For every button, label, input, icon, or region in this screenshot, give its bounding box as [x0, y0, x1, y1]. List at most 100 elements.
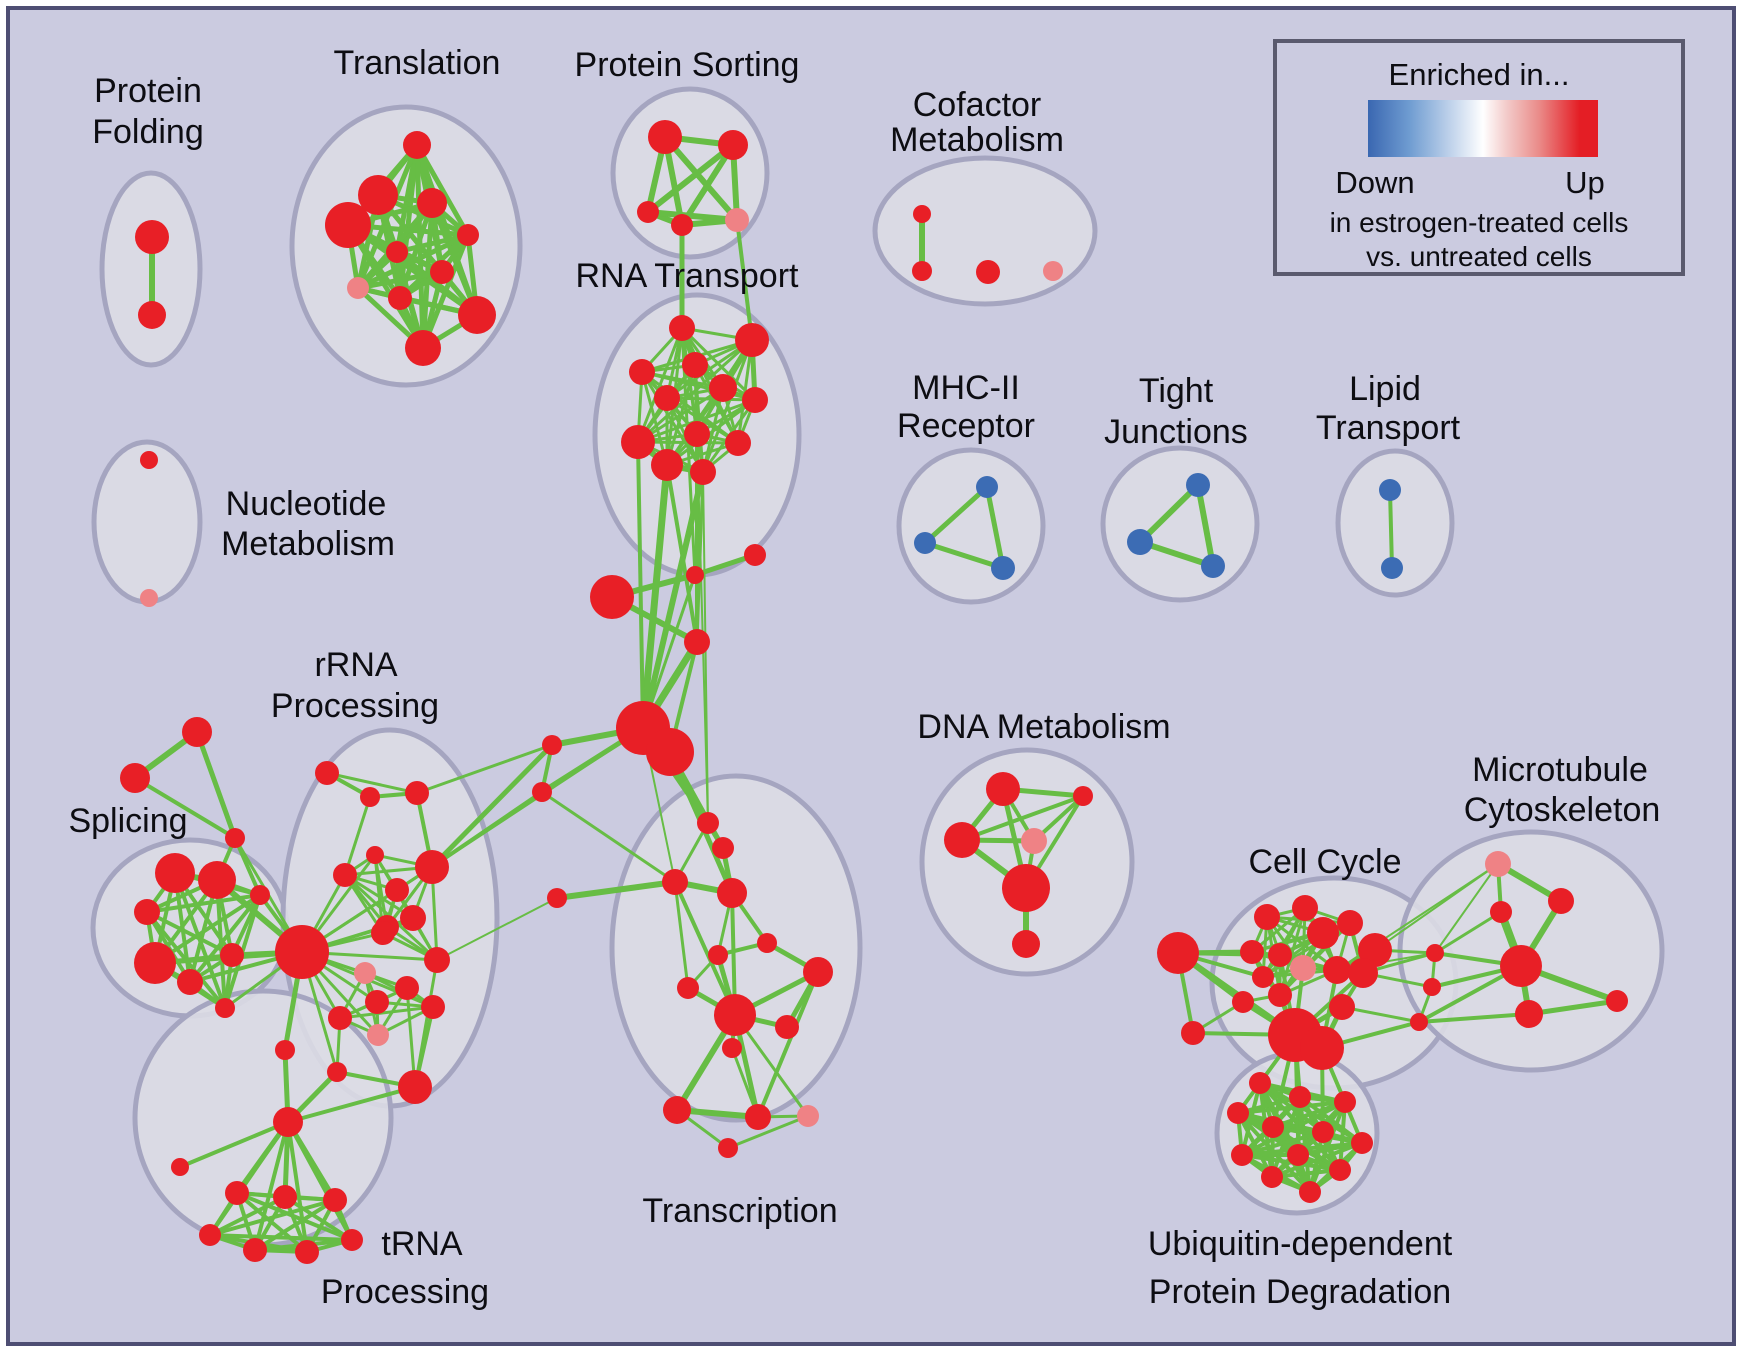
- edge: [178, 1120, 290, 1169]
- cluster-microtubule-cytoskeleton-label-1: Cytoskeleton: [1464, 791, 1661, 829]
- node-protein-sorting-1: [718, 130, 748, 160]
- node-rrna-processing-20: [275, 925, 329, 979]
- node-connectors-5: [646, 728, 694, 776]
- cluster-mhc-ii-receptor-label-1: Receptor: [897, 407, 1035, 445]
- edge: [133, 776, 237, 840]
- node-rna-transport-6: [742, 387, 768, 413]
- node-microtubule-cytoskeleton-0: [1485, 851, 1511, 877]
- edge: [665, 463, 699, 644]
- node-translation-7: [347, 277, 369, 299]
- node-translation-9: [458, 296, 496, 334]
- node-cell-cycle-1: [1254, 904, 1280, 930]
- node-microtubule-cytoskeleton-5: [1606, 990, 1628, 1012]
- node-trna-processing-7: [295, 1240, 319, 1264]
- node-cell-cycle-8: [1290, 955, 1316, 981]
- cluster-splicing-label-0: Splicing: [68, 802, 187, 840]
- edge: [735, 218, 754, 342]
- node-translation-3: [325, 202, 371, 248]
- node-rrna-processing-4: [333, 863, 357, 887]
- node-cell-cycle-7: [1268, 943, 1292, 967]
- node-transcription-0: [697, 812, 719, 834]
- edge: [343, 795, 372, 877]
- node-rna-transport-11: [690, 459, 716, 485]
- node-rrna-processing-9: [354, 962, 376, 984]
- edge: [394, 232, 471, 255]
- edge: [253, 1198, 337, 1252]
- node-protein-sorting-0: [648, 120, 682, 154]
- cluster-transcription-ellipse: [609, 773, 863, 1123]
- node-transcription-5: [757, 933, 777, 953]
- legend-context-line2: vs. untreated cells: [1366, 241, 1592, 272]
- node-transcription-11: [663, 1096, 691, 1124]
- node-translation-5: [386, 241, 408, 263]
- node-cofactor-metabolism-1: [912, 261, 932, 281]
- node-rrna-processing-10: [371, 921, 395, 945]
- edge: [286, 1085, 417, 1124]
- node-ubiquitin-degradation-8: [1287, 1144, 1309, 1166]
- node-cofactor-metabolism-3: [1043, 261, 1063, 281]
- node-rrna-processing-3: [366, 846, 384, 864]
- node-transcription-6: [803, 957, 833, 987]
- node-splicing-2: [225, 828, 245, 848]
- node-splicing-7: [177, 969, 203, 995]
- edge: [1434, 863, 1499, 954]
- edge: [338, 1005, 435, 1020]
- edge: [984, 484, 1006, 571]
- edge: [1240, 1130, 1325, 1157]
- edge: [665, 398, 757, 467]
- node-dna-metabolism-1: [1073, 786, 1093, 806]
- node-cell-cycle-0: [1157, 932, 1199, 974]
- edge: [1388, 488, 1394, 570]
- node-cell-cycle-11: [1232, 991, 1254, 1013]
- edge: [415, 743, 554, 795]
- node-splicing-8: [220, 943, 244, 967]
- node-transcription-1: [712, 837, 734, 859]
- legend-title: Enriched in...: [1388, 57, 1570, 92]
- node-transcription-9: [775, 1015, 799, 1039]
- node-protein-folding-1: [138, 301, 166, 329]
- edge: [208, 1233, 354, 1242]
- node-lipid-transport-0: [1379, 479, 1401, 501]
- node-rrna-processing-13: [365, 990, 389, 1014]
- cluster-cell-cycle-label-0: Cell Cycle: [1248, 843, 1401, 881]
- node-mhc-ii-receptor-2: [991, 556, 1015, 580]
- node-ubiquitin-degradation-5: [1312, 1121, 1334, 1143]
- node-rna-transport-3: [629, 359, 655, 385]
- node-transcription-12: [745, 1104, 771, 1130]
- edge: [639, 461, 671, 732]
- edge: [640, 370, 757, 402]
- node-trna-processing-5: [199, 1224, 221, 1246]
- node-translation-8: [388, 286, 412, 310]
- node-microtubule-cytoskeleton-1: [1548, 888, 1574, 914]
- cluster-protein-folding-label-1: Folding: [92, 113, 204, 151]
- node-trna-processing-1: [171, 1158, 189, 1176]
- node-protein-sorting-4: [725, 208, 749, 232]
- node-ubiquitin-degradation-3: [1227, 1102, 1249, 1124]
- node-splicing-5: [134, 899, 160, 925]
- node-splicing-0: [182, 717, 212, 747]
- edge: [286, 1120, 354, 1242]
- cluster-ubiquitin-degradation-label-1: Protein Degradation: [1149, 1273, 1451, 1311]
- node-lipid-transport-1: [1381, 557, 1403, 579]
- edge: [436, 897, 558, 961]
- cluster-microtubule-cytoskeleton-label-0: Microtubule: [1472, 751, 1648, 789]
- cluster-nucleotide-metabolism-label-1: Metabolism: [221, 525, 395, 563]
- cluster-dna-metabolism-label-0: DNA Metabolism: [917, 708, 1170, 746]
- node-ubiquitin-degradation-1: [1289, 1086, 1311, 1108]
- node-rna-transport-0: [669, 315, 695, 341]
- node-microtubule-cytoskeleton-7: [1423, 978, 1441, 996]
- node-trna-processing-2: [225, 1181, 249, 1205]
- cluster-lipid-transport-ellipse: [1335, 448, 1455, 598]
- cluster-mhc-ii-receptor-label-0: MHC-II: [912, 369, 1020, 407]
- node-translation-2: [417, 188, 447, 218]
- node-transcription-2: [662, 869, 688, 895]
- edge: [325, 771, 419, 795]
- edge: [636, 440, 645, 730]
- node-tight-junctions-0: [1186, 473, 1210, 497]
- node-nucleotide-metabolism-1: [140, 589, 158, 607]
- node-transcription-10: [722, 1038, 742, 1058]
- edge: [208, 1195, 287, 1237]
- node-cell-cycle-4: [1337, 910, 1363, 936]
- node-cell-cycle-6: [1240, 940, 1264, 964]
